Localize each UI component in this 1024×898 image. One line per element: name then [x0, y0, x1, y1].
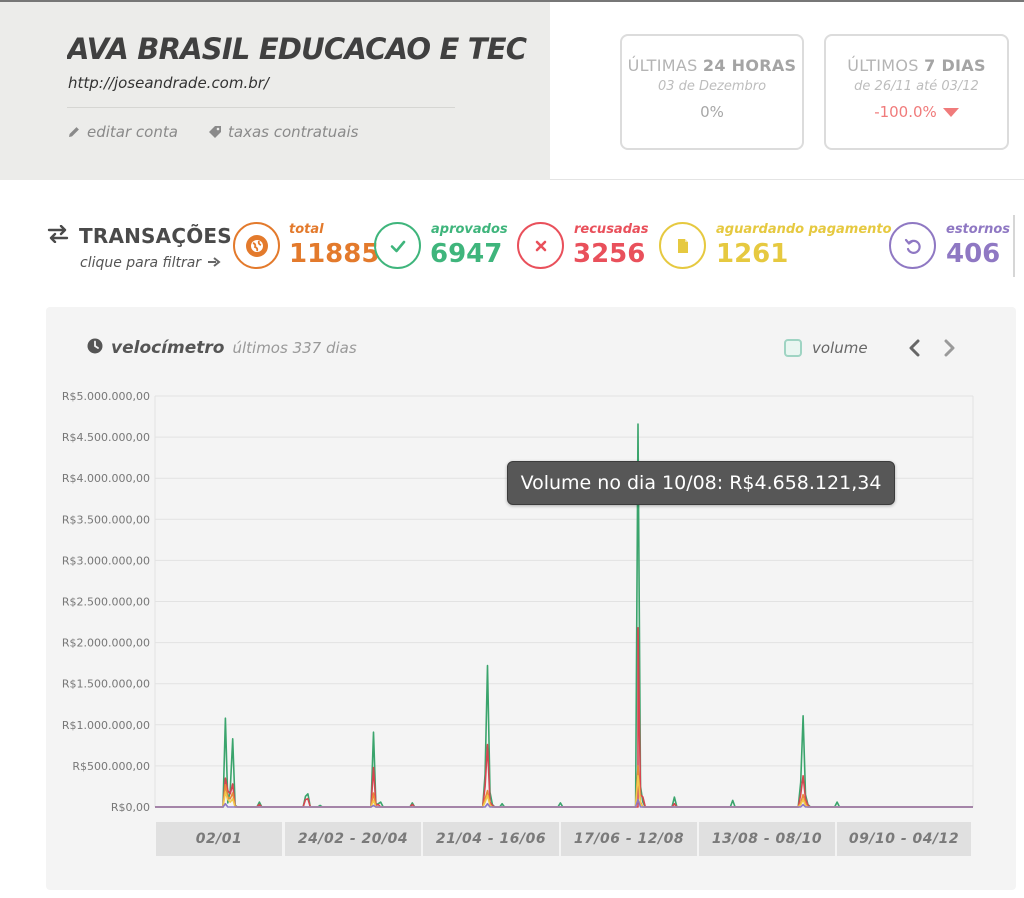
- clock-icon: [87, 338, 103, 358]
- chevron-left-icon[interactable]: [904, 337, 924, 359]
- document-icon: [659, 222, 706, 269]
- legend-volume[interactable]: volume: [784, 339, 868, 357]
- tx-label: aprovados: [431, 222, 508, 237]
- tx-label: estornos: [946, 222, 1011, 237]
- edit-account-label: editar conta: [87, 123, 178, 141]
- y-tick-label: R$500.000,00: [72, 760, 150, 773]
- y-tick-label: R$1.500.000,00: [62, 678, 150, 691]
- globe-icon: [233, 222, 280, 269]
- transactions-title[interactable]: TRANSAÇÕES: [47, 224, 232, 248]
- range-tab[interactable]: 24/02 - 20/04: [285, 822, 421, 856]
- stat-subtitle: 03 de Dezembro: [657, 79, 767, 94]
- chart-tooltip: Volume no dia 10/08: R$4.658.121,34: [507, 461, 895, 505]
- account-header: AVA BRASIL EDUCACAO E TECN... http://jos…: [0, 0, 1024, 180]
- stat-value: 0%: [700, 103, 724, 121]
- range-tab[interactable]: 21/04 - 16/06: [423, 822, 559, 856]
- y-tick-label: R$4.500.000,00: [62, 431, 150, 444]
- chevron-right-icon[interactable]: [940, 337, 960, 359]
- panel-title: velocímetro últimos 337 dias: [87, 338, 357, 358]
- tx-count: 1261: [716, 239, 789, 269]
- range-tab[interactable]: 17/06 - 12/08: [561, 822, 697, 856]
- range-tab[interactable]: 02/01: [156, 822, 282, 856]
- account-panel: AVA BRASIL EDUCACAO E TECN... http://jos…: [0, 2, 550, 180]
- tx-count: 406: [946, 239, 1001, 269]
- tx-count: 6947: [430, 239, 503, 269]
- tx-count: 3256: [573, 239, 646, 269]
- edit-account-link[interactable]: editar conta: [67, 123, 178, 141]
- panel-subtitle: últimos 337 dias: [232, 339, 357, 357]
- panel-title-label: velocímetro: [111, 338, 225, 358]
- check-icon: [374, 222, 421, 269]
- y-tick-label: R$3.000.000,00: [62, 554, 150, 567]
- contract-fees-label: taxas contratuais: [228, 123, 359, 141]
- undo-icon: [889, 222, 936, 269]
- tag-icon: [208, 125, 222, 139]
- transactions-bar: TRANSAÇÕES clique para filtrar total 118…: [0, 200, 1024, 290]
- volume-line-chart[interactable]: R$0,00 R$500.000,00 R$1.000.000,00 R$1.500.…: [46, 307, 1016, 812]
- range-tab[interactable]: 09/10 - 04/12: [837, 822, 971, 856]
- range-tab[interactable]: 13/08 - 08/10: [699, 822, 835, 856]
- filter-hint[interactable]: clique para filtrar: [80, 255, 221, 271]
- series-line-estornos[interactable]: [155, 798, 973, 808]
- stat-value: -100.0%: [826, 103, 1007, 121]
- y-tick-label: R$5.000.000,00: [62, 390, 150, 403]
- account-url[interactable]: http://joseandrade.com.br/: [68, 74, 269, 92]
- stat-subtitle: de 26/11 até 03/12: [854, 79, 979, 94]
- swap-icon: [47, 224, 69, 248]
- tx-label: recusadas: [574, 222, 649, 237]
- y-tick-label: R$2.000.000,00: [62, 637, 150, 650]
- volume-chart-panel: velocímetro últimos 337 dias volume R$0,…: [46, 307, 1016, 890]
- pencil-icon: [67, 125, 81, 139]
- legend-label: volume: [812, 339, 868, 357]
- y-tick-label: R$3.500.000,00: [62, 513, 150, 526]
- series-line-recusadas[interactable]: [155, 627, 973, 808]
- y-tick-label: R$1.000.000,00: [62, 719, 150, 732]
- divider: [1013, 215, 1015, 277]
- y-tick-label: R$4.000.000,00: [62, 472, 150, 485]
- tx-label: total: [289, 222, 324, 237]
- y-tick-label: R$0,00: [111, 801, 150, 812]
- tx-label: aguardando pagamento: [716, 222, 892, 237]
- arrow-right-icon: [207, 255, 221, 271]
- stat-last-7-days: ÚLTIMOS 7 DIAS de 26/11 até 03/12 -100.0…: [824, 34, 1009, 150]
- stat-title: ÚLTIMAS 24 HORAS: [627, 56, 797, 75]
- divider: [67, 107, 455, 108]
- account-name: AVA BRASIL EDUCACAO E TECN...: [67, 32, 527, 66]
- tx-count: 11885: [289, 239, 380, 269]
- caret-down-icon: [942, 107, 959, 117]
- series-line-laranja[interactable]: [155, 765, 973, 808]
- stat-last-24-hours: ÚLTIMAS 24 HORAS 03 de Dezembro 0%: [620, 34, 804, 150]
- contract-fees-link[interactable]: taxas contratuais: [208, 123, 358, 141]
- series-line-aguardando[interactable]: [155, 775, 973, 808]
- y-tick-label: R$2.500.000,00: [62, 596, 150, 609]
- x-icon: [517, 222, 564, 269]
- stat-title: ÚLTIMOS 7 DIAS: [847, 56, 986, 75]
- legend-checkbox[interactable]: [784, 339, 802, 357]
